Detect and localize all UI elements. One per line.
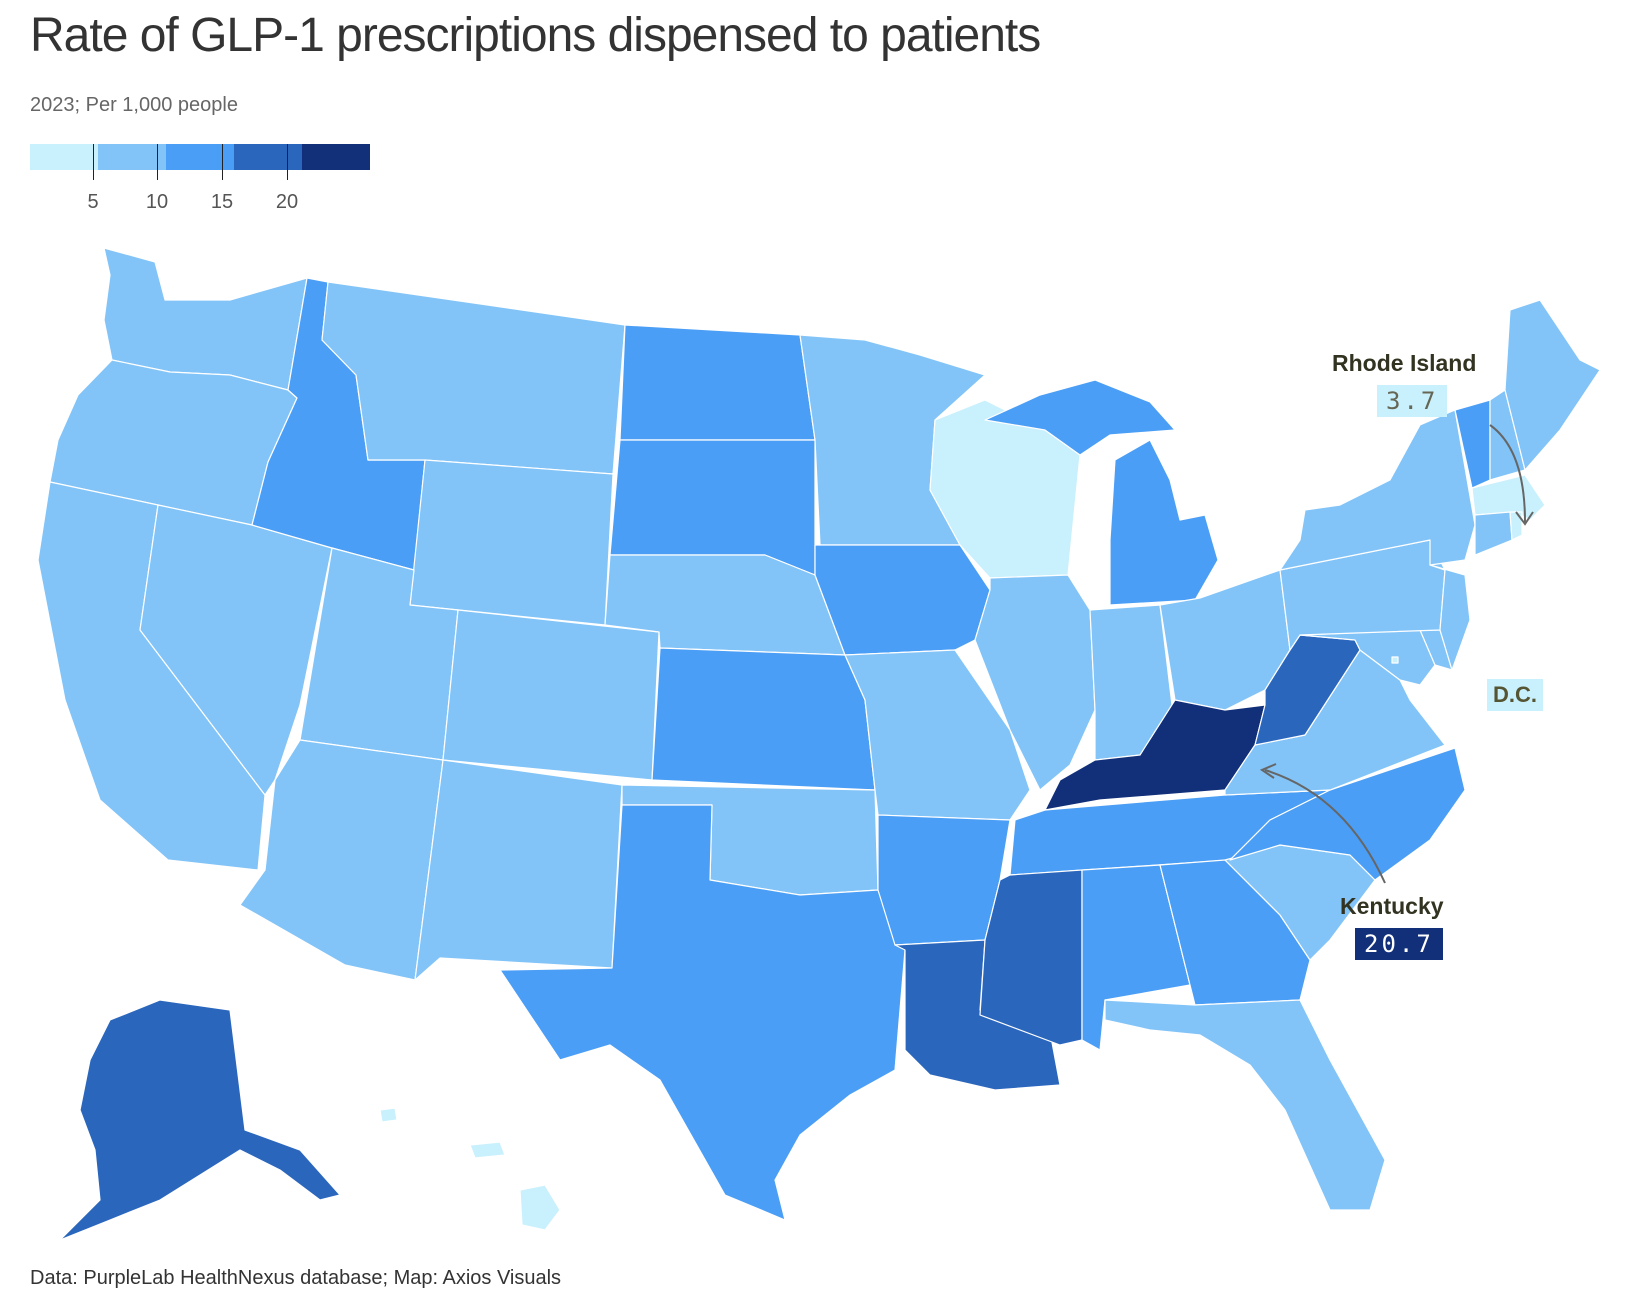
- legend-tick: [287, 144, 288, 180]
- state-hawaii: [469, 1141, 506, 1159]
- legend-label: 10: [145, 191, 169, 213]
- chart-subtitle: 2023; Per 1,000 people: [30, 94, 238, 116]
- source-note: Data: PurpleLab HealthNexus database; Ma…: [30, 1267, 562, 1289]
- state-connecticut: [1474, 511, 1513, 556]
- state-colorado: [442, 609, 660, 781]
- state-michigan-up: [984, 379, 1176, 456]
- ky-arrow-head: [1259, 763, 1277, 779]
- state-kansas: [651, 647, 876, 791]
- state-new-york: [1279, 409, 1476, 571]
- state-kentucky: [1044, 699, 1266, 811]
- state-hawaii: [379, 1107, 398, 1123]
- state-iowa: [814, 544, 991, 656]
- legend-label: 20: [275, 191, 299, 213]
- legend-bin-4: [302, 144, 370, 170]
- state-hawaii: [519, 1184, 561, 1231]
- state-texas: [499, 804, 906, 1221]
- legend-tick: [222, 144, 223, 180]
- color-legend: 5 10 15 20: [30, 144, 380, 224]
- state-new-jersey: [1429, 564, 1471, 671]
- chart-title: Rate of GLP-1 prescriptions dispensed to…: [30, 9, 1041, 62]
- state-alaska: [59, 999, 341, 1241]
- legend-label: 15: [210, 191, 234, 213]
- ri-callout-value: 3.7: [1377, 385, 1448, 417]
- state-north-dakota: [619, 324, 816, 441]
- ky-callout-arrow: [1264, 769, 1386, 884]
- ky-callout-value: 20.7: [1355, 928, 1443, 960]
- state-illinois: [974, 574, 1096, 791]
- state-michigan: [1109, 439, 1219, 606]
- legend-bin-3: [234, 144, 302, 170]
- legend-bin-1: [98, 144, 166, 170]
- legend-tick: [93, 144, 94, 180]
- legend-tick: [157, 144, 158, 180]
- ri-callout-arrow: [1489, 424, 1526, 523]
- state-wyoming: [409, 459, 614, 626]
- ri-callout-name: Rhode Island: [1332, 350, 1477, 376]
- ky-callout-name: Kentucky: [1340, 893, 1444, 919]
- state-florida: [1104, 999, 1386, 1211]
- state-montana: [321, 281, 626, 475]
- legend-label: 5: [87, 191, 99, 213]
- state-dc: [1391, 656, 1399, 664]
- ri-arrow-head: [1515, 511, 1534, 526]
- legend-bin-0: [30, 144, 98, 170]
- state-new-mexico: [414, 759, 623, 981]
- state-north-carolina: [1229, 747, 1466, 881]
- state-rhode-island: [1509, 511, 1523, 541]
- dc-label: D.C.: [1487, 679, 1543, 711]
- state-maine: [1504, 299, 1601, 471]
